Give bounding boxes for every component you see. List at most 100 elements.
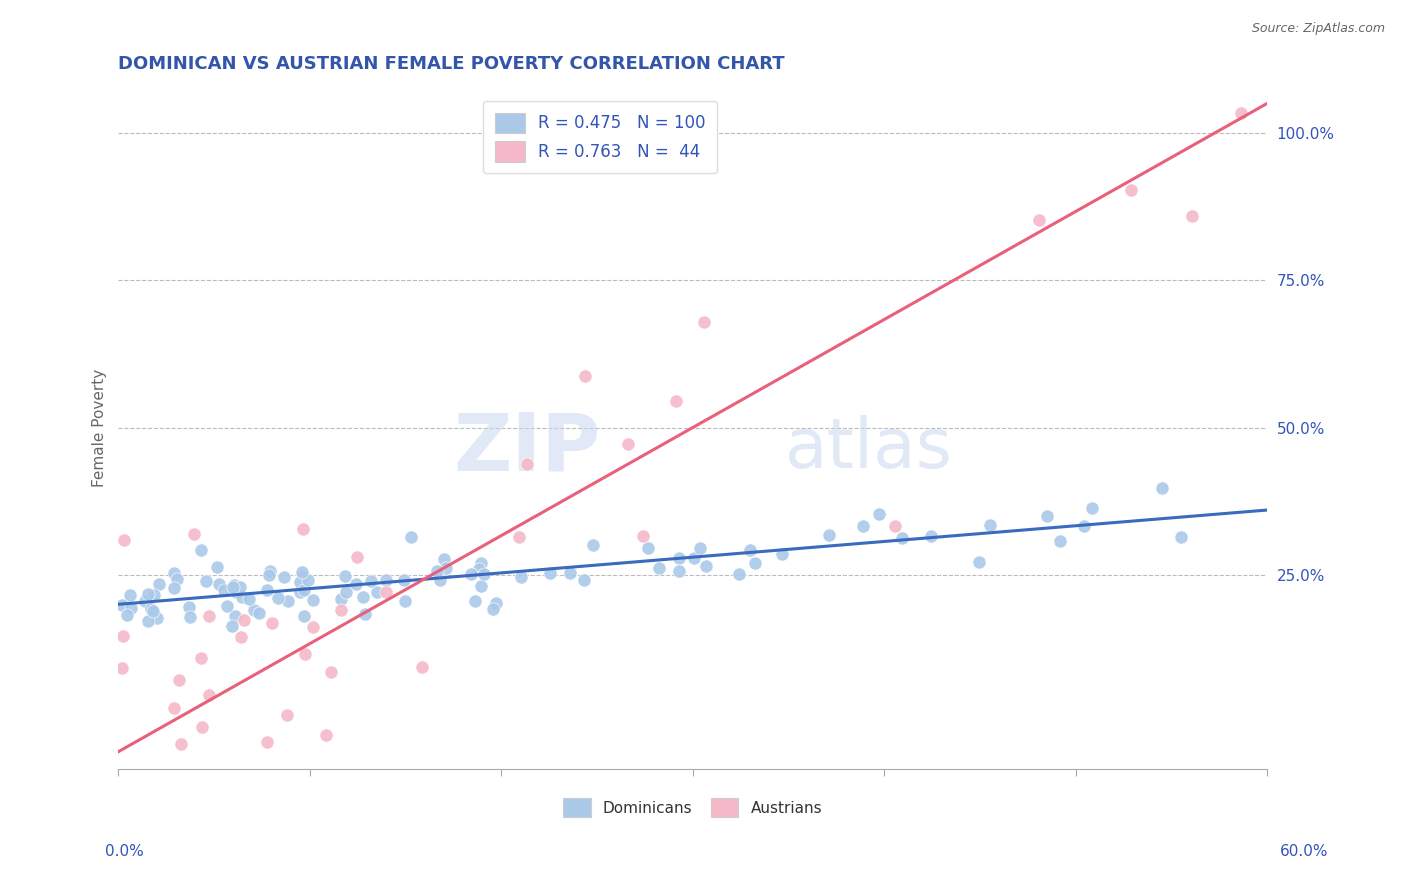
Point xyxy=(1073,519,1095,533)
Legend: Dominicans, Austrians: Dominicans, Austrians xyxy=(557,792,828,823)
Text: 0.0%: 0.0% xyxy=(105,845,145,859)
Point xyxy=(1028,213,1050,227)
Point xyxy=(668,550,690,565)
Point xyxy=(682,551,704,566)
Point xyxy=(111,598,134,612)
Point xyxy=(288,585,311,599)
Point xyxy=(411,660,433,674)
Point xyxy=(1152,481,1174,495)
Point xyxy=(637,541,659,556)
Point xyxy=(276,708,298,723)
Point xyxy=(112,629,135,643)
Point xyxy=(770,547,793,561)
Point xyxy=(148,576,170,591)
Point xyxy=(852,519,875,533)
Point xyxy=(291,523,314,537)
Point xyxy=(631,529,654,543)
Point xyxy=(205,560,228,574)
Point xyxy=(198,608,221,623)
Point xyxy=(817,528,839,542)
Point xyxy=(572,574,595,588)
Point xyxy=(1181,210,1204,224)
Point xyxy=(433,552,456,566)
Point xyxy=(243,602,266,616)
Point xyxy=(247,607,270,621)
Point xyxy=(290,574,312,589)
Point xyxy=(1080,500,1102,515)
Point xyxy=(868,507,890,521)
Point xyxy=(344,576,367,591)
Point xyxy=(1039,63,1062,78)
Point xyxy=(689,541,711,556)
Point xyxy=(884,519,907,533)
Point xyxy=(191,720,214,734)
Point xyxy=(177,599,200,614)
Point xyxy=(256,735,278,749)
Point xyxy=(118,588,141,602)
Point xyxy=(157,859,180,873)
Point xyxy=(229,631,252,645)
Point xyxy=(481,602,503,616)
Point xyxy=(292,569,315,583)
Point xyxy=(292,582,315,597)
Point xyxy=(468,562,491,576)
Point xyxy=(145,611,167,625)
Point xyxy=(366,585,388,599)
Point xyxy=(277,594,299,608)
Point xyxy=(574,368,596,383)
Point xyxy=(117,607,139,622)
Point xyxy=(890,532,912,546)
Point xyxy=(1121,183,1143,197)
Point xyxy=(257,568,280,582)
Point xyxy=(114,786,136,800)
Point xyxy=(125,811,148,825)
Point xyxy=(460,567,482,582)
Point xyxy=(166,572,188,586)
Point xyxy=(516,458,538,472)
Point xyxy=(967,555,990,569)
Point xyxy=(142,604,165,618)
Point xyxy=(120,601,142,615)
Point xyxy=(470,578,492,592)
Text: atlas: atlas xyxy=(785,415,952,482)
Point xyxy=(508,530,530,544)
Point xyxy=(222,580,245,594)
Point xyxy=(394,573,416,587)
Point xyxy=(183,527,205,541)
Point xyxy=(162,701,184,715)
Point xyxy=(335,568,357,582)
Point xyxy=(292,609,315,624)
Point xyxy=(464,594,486,608)
Point xyxy=(136,587,159,601)
Point xyxy=(329,592,352,607)
Point xyxy=(330,603,353,617)
Point xyxy=(319,665,342,680)
Point xyxy=(224,608,246,623)
Point xyxy=(1049,534,1071,549)
Point xyxy=(485,596,508,610)
Point xyxy=(920,529,942,543)
Point xyxy=(231,590,253,604)
Point xyxy=(297,573,319,587)
Point xyxy=(170,737,193,751)
Point xyxy=(509,570,531,584)
Point xyxy=(582,538,605,552)
Point xyxy=(190,543,212,558)
Point xyxy=(434,561,457,575)
Point xyxy=(740,543,762,558)
Point xyxy=(429,573,451,587)
Point xyxy=(315,728,337,742)
Point xyxy=(259,564,281,578)
Point xyxy=(134,594,156,608)
Point xyxy=(238,592,260,607)
Point xyxy=(394,594,416,608)
Point xyxy=(335,584,357,599)
Point xyxy=(190,651,212,665)
Point xyxy=(169,673,191,687)
Point xyxy=(142,863,165,878)
Point xyxy=(1229,106,1251,120)
Point xyxy=(142,588,165,602)
Point xyxy=(222,578,245,592)
Point xyxy=(136,614,159,628)
Point xyxy=(163,566,186,580)
